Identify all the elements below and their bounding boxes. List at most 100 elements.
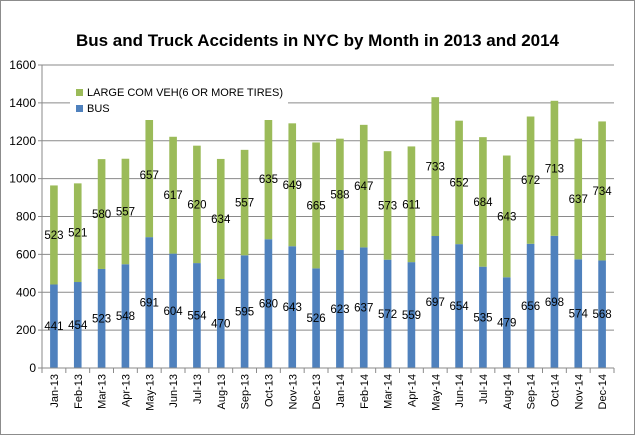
data-label-large-com-veh: 635 xyxy=(259,174,278,186)
x-tick-label: Apr-13 xyxy=(120,374,132,407)
chart-title: Bus and Truck Accidents in NYC by Month … xyxy=(75,31,560,50)
data-label-large-com-veh: 684 xyxy=(473,197,493,209)
bar-bus xyxy=(502,277,511,368)
data-label-bus: 548 xyxy=(116,311,135,323)
y-tick-label: 1000 xyxy=(9,172,36,186)
bar-bus xyxy=(359,247,368,368)
x-tick-label: Mar-13 xyxy=(97,374,109,409)
data-label-large-com-veh: 649 xyxy=(283,180,302,192)
data-label-bus: 697 xyxy=(426,297,445,309)
bar-bus xyxy=(193,263,201,368)
data-label-bus: 698 xyxy=(545,297,564,309)
data-label-large-com-veh: 573 xyxy=(378,200,397,212)
bar-bus xyxy=(73,282,82,368)
bar-large-com-veh xyxy=(97,159,106,269)
bar-bus xyxy=(383,259,392,368)
bar-bus xyxy=(455,244,463,368)
data-label-large-com-veh: 733 xyxy=(426,162,445,174)
data-label-bus: 643 xyxy=(283,302,302,314)
data-label-bus: 568 xyxy=(592,309,611,321)
bar-bus xyxy=(145,237,154,368)
bar-large-com-veh xyxy=(479,137,487,267)
bar-large-com-veh xyxy=(359,124,368,248)
bar-bus xyxy=(479,266,487,368)
data-label-large-com-veh: 665 xyxy=(306,200,325,212)
data-label-large-com-veh: 643 xyxy=(497,211,516,223)
data-label-large-com-veh: 617 xyxy=(163,190,182,202)
data-label-bus: 656 xyxy=(521,301,540,313)
x-tick-label: Oct-14 xyxy=(549,374,561,407)
bar-large-com-veh xyxy=(121,158,130,265)
x-tick-label: Oct-13 xyxy=(263,374,275,407)
x-tick-label: Jul-13 xyxy=(192,374,204,404)
bar-bus xyxy=(240,255,249,368)
data-label-large-com-veh: 588 xyxy=(330,189,349,201)
bar-large-com-veh xyxy=(193,145,201,264)
legend-swatch xyxy=(76,89,83,96)
bar-bus xyxy=(264,239,273,368)
data-label-bus: 479 xyxy=(497,318,516,330)
data-label-bus: 637 xyxy=(354,303,373,315)
bar-bus xyxy=(312,268,320,368)
x-tick-label: Aug-13 xyxy=(216,374,228,409)
data-label-large-com-veh: 521 xyxy=(68,228,87,240)
bar-bus xyxy=(598,260,606,368)
x-tick-label: May-13 xyxy=(144,374,156,411)
x-tick-label: Jan-13 xyxy=(49,374,61,408)
y-tick-label: 600 xyxy=(16,247,36,261)
bar-large-com-veh xyxy=(455,120,463,245)
x-tick-label: Aug-14 xyxy=(502,374,514,409)
x-tick-label: Feb-14 xyxy=(359,374,371,409)
y-tick-label: 1400 xyxy=(9,96,36,110)
bar-bus xyxy=(550,235,559,368)
y-tick-label: 1200 xyxy=(9,134,36,148)
bar-large-com-veh xyxy=(383,151,392,260)
data-label-bus: 574 xyxy=(569,309,589,321)
bar-large-com-veh xyxy=(431,97,440,237)
legend-label: BUS xyxy=(87,103,110,115)
x-tick-label: Mar-14 xyxy=(383,374,395,409)
bar-bus xyxy=(121,264,130,368)
bar-large-com-veh xyxy=(598,121,606,261)
bar-large-com-veh xyxy=(312,142,320,269)
bar-large-com-veh xyxy=(169,136,177,254)
bar-bus xyxy=(431,236,440,368)
bar-large-com-veh xyxy=(145,112,154,238)
bar-bus xyxy=(50,284,58,368)
bar-large-com-veh xyxy=(574,138,583,260)
bar-large-com-veh xyxy=(526,116,535,244)
bar-large-com-veh xyxy=(73,183,82,283)
y-tick-label: 0 xyxy=(29,361,36,375)
x-tick-label: Apr-14 xyxy=(406,374,418,407)
data-label-bus: 680 xyxy=(259,299,278,311)
data-label-large-com-veh: 523 xyxy=(44,230,63,242)
x-tick-label: Feb-13 xyxy=(73,374,85,409)
legend-label: LARGE COM VEH(6 OR MORE TIRES) xyxy=(87,87,283,99)
data-label-large-com-veh: 713 xyxy=(545,163,564,175)
x-tick-label: Jun-14 xyxy=(454,374,466,408)
x-tick-label: Dec-13 xyxy=(311,374,323,409)
data-label-bus: 454 xyxy=(68,320,88,332)
data-label-bus: 523 xyxy=(92,313,111,325)
bar-bus xyxy=(574,259,583,368)
data-label-bus: 691 xyxy=(140,298,159,310)
bar-bus xyxy=(169,253,177,368)
data-label-bus: 623 xyxy=(330,304,349,316)
bar-bus xyxy=(526,243,535,368)
bar-large-com-veh xyxy=(336,138,344,251)
data-label-bus: 654 xyxy=(449,301,469,313)
data-label-bus: 559 xyxy=(402,310,421,322)
x-tick-label: May-14 xyxy=(430,374,442,411)
data-label-bus: 470 xyxy=(211,318,230,330)
data-label-bus: 595 xyxy=(235,307,254,319)
y-tick-label: 800 xyxy=(16,210,36,224)
data-label-large-com-veh: 611 xyxy=(402,199,420,211)
data-label-large-com-veh: 557 xyxy=(235,198,254,210)
data-label-large-com-veh: 657 xyxy=(140,170,159,182)
data-label-large-com-veh: 620 xyxy=(187,199,206,211)
bar-large-com-veh xyxy=(288,123,297,247)
bar-bus xyxy=(288,246,297,368)
data-label-large-com-veh: 637 xyxy=(569,194,588,206)
y-tick-label: 200 xyxy=(16,323,36,337)
x-tick-label: Sep-14 xyxy=(526,374,538,409)
